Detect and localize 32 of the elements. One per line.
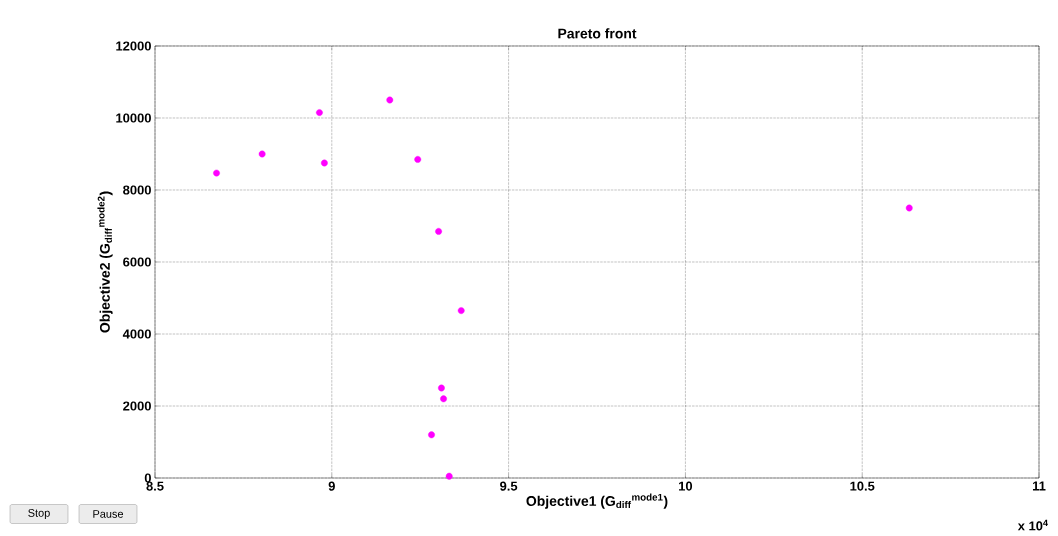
text: x 10$^{4}$	[1017, 519, 1048, 531]
y-axis-title: Objective2 (G$_{diff}$$^{mode2}$)	[97, 191, 113, 333]
point	[258, 150, 266, 158]
x-tick-label: 9	[328, 481, 335, 491]
point	[435, 228, 442, 235]
point	[438, 384, 445, 392]
point	[905, 204, 913, 212]
y-tick-label: 0	[144, 473, 151, 483]
point	[386, 96, 394, 104]
x-tick-label: 10	[679, 481, 693, 491]
point	[440, 395, 447, 403]
y-tick-label: 8000	[123, 185, 151, 195]
y-tick-label: 2000	[123, 401, 151, 411]
y-tick-label: 4000	[122, 329, 151, 339]
point	[457, 307, 465, 314]
point	[213, 169, 220, 177]
point	[316, 109, 323, 116]
x-tick-label: 10.5	[850, 481, 875, 491]
point	[320, 159, 328, 167]
text: Pause	[93, 510, 124, 518]
text: Stop	[28, 509, 50, 519]
x-tick-label: 9.5	[500, 481, 518, 491]
point	[428, 431, 435, 439]
point	[414, 156, 422, 163]
x-tick-label: 11	[1032, 481, 1046, 491]
chart-title: Pareto front	[558, 28, 637, 39]
x-tick-label: 8.5	[146, 481, 164, 491]
y-tick-label: 12000	[116, 41, 151, 51]
y-tick-label: 6000	[123, 257, 151, 267]
y-tick-label: 10000	[116, 113, 151, 123]
point	[445, 472, 453, 480]
x-axis-title: Objective1 (G$_{diff}$$^{mode1}$)	[526, 493, 668, 509]
